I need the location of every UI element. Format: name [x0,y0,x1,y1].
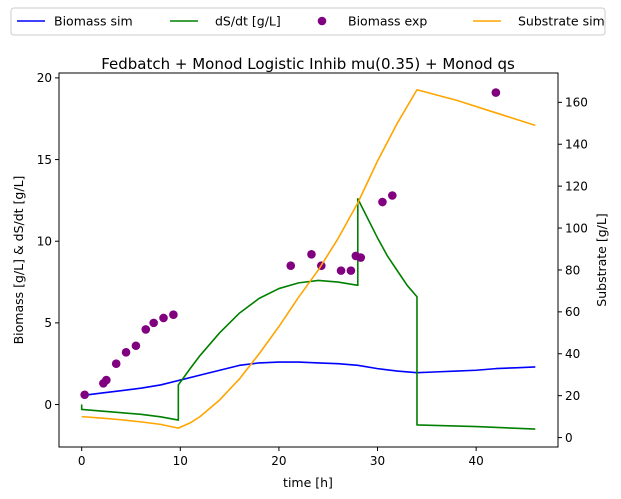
x-tick-label: 30 [370,454,385,468]
y-right-tick-label: 60 [565,305,580,319]
data-point [378,197,387,207]
plot-frame [58,72,559,448]
y-right-tick-label: 160 [565,96,588,110]
legend-item-biomass-exp: Biomass exp [317,14,427,29]
x-ticks: 0 10 20 30 40 [78,447,484,468]
y-right-tick-label: 100 [565,221,588,235]
y-left-tick-label: 15 [37,153,52,167]
data-point [286,261,296,271]
legend-frame [10,7,606,36]
series-layer [80,88,536,430]
legend: Biomass sim dS/dt [g/L] Biomass exp Substra… [10,7,606,36]
chart-title: Fedbatch + Monod Logistic Inhib mu(0.35)… [101,55,515,73]
legend-label: Substrate sim [518,14,605,29]
y-right-tick-label: 20 [565,389,580,403]
y-left-tick-label: 20 [37,71,52,85]
data-point [141,325,151,334]
series-line-biomass-sim [81,361,536,397]
y-right-ticks: 0 20 40 60 80 100 120 140 160 [558,96,588,445]
series-line-substrate-sim [81,88,536,429]
y-right-tick-label: 120 [565,179,588,193]
legend-item-biomass-sim: Biomass sim [17,14,133,29]
data-point [336,266,346,275]
data-point [346,266,356,275]
data-point [159,313,168,323]
y-right-tick-label: 40 [565,347,580,361]
data-point [102,375,111,385]
legend-item-ds-dt-g-l: dS/dt [g/L] [170,14,281,29]
y-right-tick-label: 140 [565,138,588,152]
data-point [307,249,316,259]
data-point [80,390,89,400]
legend-label: Biomass exp [348,14,427,29]
y-axis-right-label: Substrate [g/L] [594,213,609,306]
data-point [149,318,158,328]
data-point [356,253,366,262]
x-axis-label: time [h] [283,475,333,490]
series-line-ds-dt-g-l [80,197,536,430]
x-tick-label: 0 [78,454,86,468]
series-points-biomass-exp [80,88,501,400]
data-point [388,191,397,200]
y-left-tick-label: 0 [44,398,52,412]
x-tick-label: 40 [469,454,484,468]
y-left-tick-label: 5 [44,316,52,330]
legend-label: dS/dt [g/L] [215,14,281,29]
legend-label: Biomass sim [54,14,133,29]
data-point [121,347,131,357]
y-left-tick-label: 10 [37,235,52,249]
data-point [169,310,178,320]
y-right-tick-label: 0 [565,431,573,445]
data-point [491,88,501,97]
data-point [131,341,141,351]
legend-swatch [317,16,327,26]
x-tick-label: 10 [173,454,188,468]
legend-item-substrate-sim: Substrate sim [473,14,605,29]
x-tick-label: 20 [271,454,286,468]
data-point [111,359,121,369]
y-left-ticks: 0 5 10 15 20 [37,71,59,412]
y-axis-left-label: Biomass [g/L] & dS/dt [g/L] [11,176,26,345]
y-right-tick-label: 80 [565,263,580,277]
